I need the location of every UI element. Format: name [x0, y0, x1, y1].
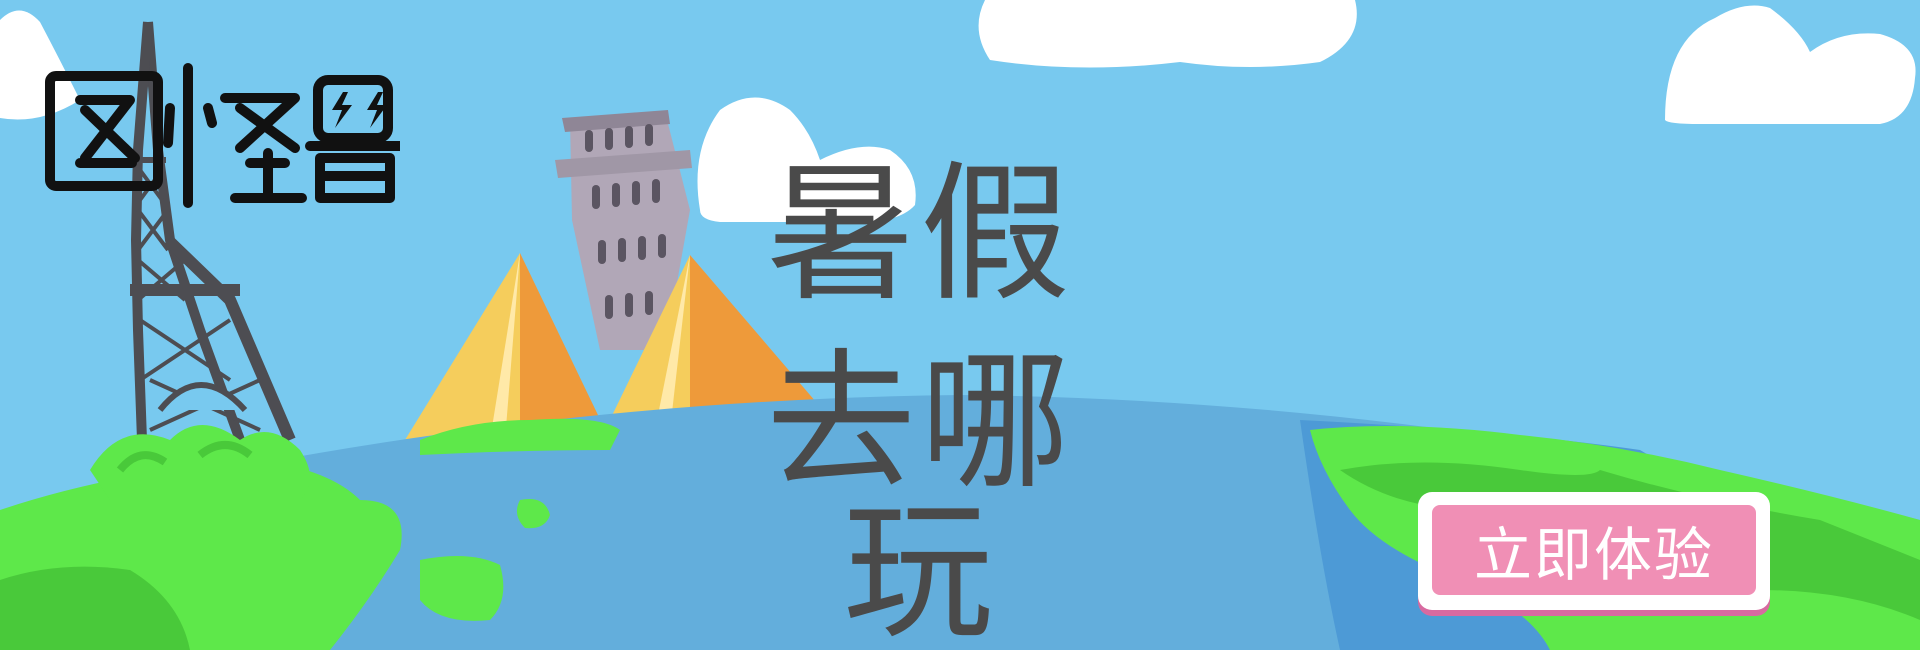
brand-logo[interactable] — [40, 58, 405, 208]
pyramid-illustration — [605, 255, 840, 430]
pyramid-illustration — [405, 253, 610, 440]
try-now-button[interactable]: 立即体验 — [1432, 505, 1756, 595]
cloud — [0, 10, 80, 120]
headline-line-1: 暑假 — [765, 148, 1074, 322]
cloud — [697, 97, 916, 222]
headline: 暑假 去哪玩 — [700, 160, 1140, 648]
brand-logo-mark — [45, 63, 405, 208]
continent-left — [0, 418, 620, 650]
leaning-tower-illustration — [555, 110, 692, 350]
headline-line-2: 去哪玩 — [765, 336, 1074, 650]
cta-frame: 立即体验 — [1418, 492, 1770, 610]
cloud — [978, 0, 1357, 68]
cloud — [1665, 5, 1916, 125]
